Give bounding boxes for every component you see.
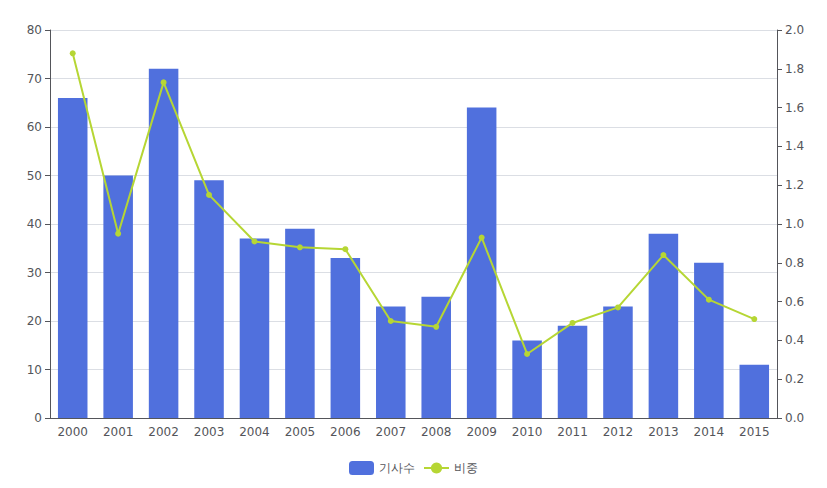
svg-text:80: 80 (27, 23, 42, 37)
svg-text:2004: 2004 (239, 425, 270, 439)
svg-text:50: 50 (27, 169, 42, 183)
svg-text:2012: 2012 (603, 425, 634, 439)
svg-text:0.4: 0.4 (785, 333, 804, 347)
svg-text:2007: 2007 (376, 425, 407, 439)
svg-text:1.0: 1.0 (785, 217, 804, 231)
svg-text:2006: 2006 (330, 425, 361, 439)
svg-text:2003: 2003 (194, 425, 225, 439)
svg-text:2008: 2008 (421, 425, 452, 439)
svg-text:2000: 2000 (57, 425, 88, 439)
svg-text:기사수: 기사수 (379, 461, 415, 475)
svg-text:10: 10 (27, 363, 42, 377)
svg-text:1.4: 1.4 (785, 139, 804, 153)
svg-text:0.2: 0.2 (785, 372, 804, 386)
svg-text:1.8: 1.8 (785, 62, 804, 76)
svg-text:2005: 2005 (285, 425, 316, 439)
svg-text:0: 0 (34, 411, 42, 425)
svg-text:2009: 2009 (466, 425, 497, 439)
svg-text:1.6: 1.6 (785, 101, 804, 115)
svg-text:20: 20 (27, 314, 42, 328)
svg-text:2.0: 2.0 (785, 23, 804, 37)
svg-text:2013: 2013 (648, 425, 679, 439)
svg-text:1.2: 1.2 (785, 178, 804, 192)
svg-text:40: 40 (27, 217, 42, 231)
svg-text:0.0: 0.0 (785, 411, 804, 425)
svg-text:0.6: 0.6 (785, 295, 804, 309)
svg-text:2014: 2014 (694, 425, 725, 439)
svg-text:2015: 2015 (739, 425, 770, 439)
svg-text:2010: 2010 (512, 425, 543, 439)
svg-text:2002: 2002 (148, 425, 179, 439)
svg-text:70: 70 (27, 72, 42, 86)
svg-text:0.8: 0.8 (785, 256, 804, 270)
svg-text:2001: 2001 (103, 425, 134, 439)
svg-text:30: 30 (27, 266, 42, 280)
svg-text:60: 60 (27, 120, 42, 134)
svg-text:비중: 비중 (454, 461, 478, 475)
svg-text:2011: 2011 (557, 425, 588, 439)
